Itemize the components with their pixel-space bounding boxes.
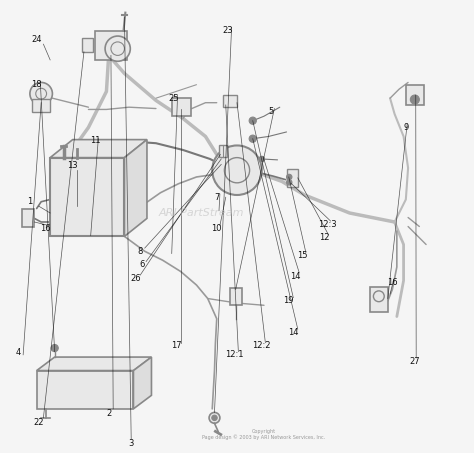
Circle shape bbox=[111, 42, 125, 55]
Bar bbox=[22, 209, 35, 227]
Circle shape bbox=[286, 180, 292, 185]
Text: 23: 23 bbox=[223, 26, 233, 35]
Text: 16: 16 bbox=[387, 278, 398, 287]
Text: 2: 2 bbox=[106, 409, 111, 418]
Text: 12:1: 12:1 bbox=[226, 350, 244, 359]
Text: 14: 14 bbox=[288, 328, 299, 337]
Text: 6: 6 bbox=[140, 260, 145, 269]
Text: 27: 27 bbox=[410, 357, 420, 366]
Text: Copyright
Page design © 2003 by ARI Network Services, Inc.: Copyright Page design © 2003 by ARI Netw… bbox=[202, 429, 326, 440]
Bar bbox=[32, 99, 50, 112]
Bar bbox=[406, 85, 424, 105]
Polygon shape bbox=[125, 140, 147, 236]
Text: 25: 25 bbox=[169, 94, 179, 103]
Circle shape bbox=[410, 95, 419, 104]
Text: 8: 8 bbox=[137, 247, 143, 256]
Text: 7: 7 bbox=[214, 193, 219, 202]
Bar bbox=[230, 288, 241, 305]
Text: 16: 16 bbox=[40, 224, 51, 233]
Bar bbox=[370, 287, 388, 312]
Polygon shape bbox=[50, 140, 147, 158]
Text: 18: 18 bbox=[31, 80, 42, 89]
Text: 15: 15 bbox=[297, 251, 308, 260]
Circle shape bbox=[209, 412, 220, 423]
Text: 11: 11 bbox=[90, 136, 100, 145]
Circle shape bbox=[249, 135, 256, 142]
Text: 24: 24 bbox=[31, 35, 42, 44]
Bar bbox=[172, 98, 191, 116]
Circle shape bbox=[259, 156, 264, 162]
Text: 13: 13 bbox=[67, 161, 78, 170]
Circle shape bbox=[212, 415, 217, 420]
Text: 12:3: 12:3 bbox=[318, 220, 337, 229]
Bar bbox=[219, 145, 227, 157]
Text: 10: 10 bbox=[211, 224, 222, 233]
Circle shape bbox=[249, 117, 256, 124]
Text: 17: 17 bbox=[171, 341, 182, 350]
Text: ARI PartStream: ARI PartStream bbox=[158, 208, 244, 218]
Bar bbox=[95, 31, 127, 60]
Circle shape bbox=[36, 88, 46, 99]
Polygon shape bbox=[134, 357, 152, 409]
Circle shape bbox=[212, 145, 262, 195]
Text: 3: 3 bbox=[128, 439, 134, 448]
Text: 26: 26 bbox=[130, 274, 141, 283]
Text: 1: 1 bbox=[27, 197, 33, 206]
Bar bbox=[82, 39, 93, 52]
Text: 12: 12 bbox=[319, 233, 330, 242]
Text: 19: 19 bbox=[283, 296, 294, 305]
Bar bbox=[36, 371, 134, 409]
Bar bbox=[224, 95, 237, 107]
Bar bbox=[286, 169, 298, 187]
Text: 12:2: 12:2 bbox=[253, 341, 271, 350]
Circle shape bbox=[30, 82, 53, 105]
Text: 14: 14 bbox=[290, 271, 301, 280]
Polygon shape bbox=[36, 357, 152, 371]
Text: 5: 5 bbox=[268, 107, 273, 116]
Circle shape bbox=[51, 344, 58, 352]
Text: 4: 4 bbox=[16, 348, 21, 357]
Circle shape bbox=[224, 158, 250, 183]
Text: 22: 22 bbox=[34, 418, 44, 427]
Bar bbox=[50, 158, 125, 236]
Circle shape bbox=[374, 291, 384, 302]
Text: 9: 9 bbox=[403, 123, 409, 132]
Circle shape bbox=[105, 36, 130, 61]
Circle shape bbox=[286, 174, 292, 180]
